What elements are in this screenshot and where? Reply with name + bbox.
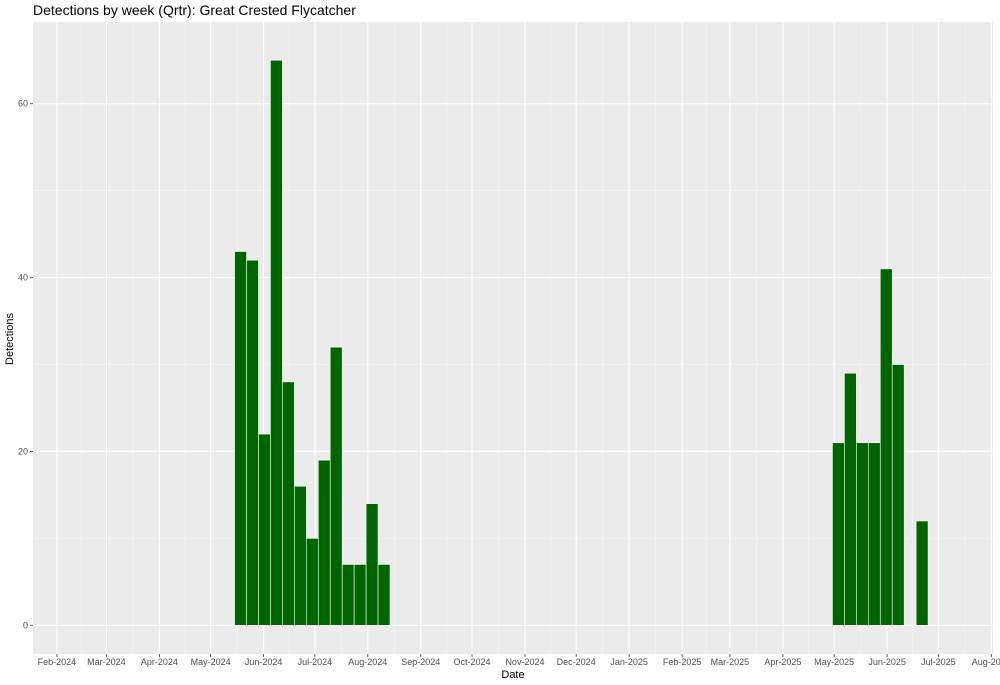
x-tick-label: May-2024 [191, 657, 231, 667]
bar [306, 538, 319, 626]
bar [844, 372, 857, 626]
x-tick-label: Dec-2024 [557, 657, 596, 667]
bar [353, 564, 367, 626]
x-tick-label: Jun-2024 [245, 657, 283, 667]
y-axis-label: Detections [4, 313, 16, 365]
bar [891, 364, 905, 626]
x-tick-label: Jun-2025 [868, 657, 906, 667]
x-tick-label: Aug-2025 [972, 657, 1000, 667]
x-tick-label: Feb-2025 [663, 657, 702, 667]
y-tick-label: 0 [23, 620, 28, 630]
bar [258, 433, 271, 626]
bar [868, 442, 881, 626]
x-tick-label: Feb-2024 [38, 657, 77, 667]
x-tick-label: Jan-2025 [610, 657, 648, 667]
bar [879, 268, 893, 626]
bar [832, 442, 845, 626]
x-tick-label: Aug-2024 [348, 657, 387, 667]
x-tick-label: Jul-2025 [921, 657, 956, 667]
y-axis: 0 20 40 60 [18, 99, 33, 630]
x-tick-label: Jul-2024 [298, 657, 333, 667]
x-tick-label: Apr-2025 [764, 657, 801, 667]
bar [282, 381, 295, 626]
chart-title: Detections by week (Qrtr): Great Crested… [33, 2, 356, 18]
bar [246, 259, 259, 626]
bar [270, 59, 283, 626]
bars [234, 59, 929, 626]
bar [365, 503, 379, 626]
x-tick-label: Mar-2024 [87, 657, 126, 667]
bar [856, 442, 869, 626]
x-tick-label: Sep-2024 [401, 657, 440, 667]
bar [341, 564, 355, 626]
x-tick-label: Nov-2024 [505, 657, 544, 667]
x-tick-label: Apr-2024 [141, 657, 178, 667]
y-tick-label: 60 [18, 99, 28, 109]
y-tick-label: 20 [18, 446, 28, 456]
bar [317, 459, 331, 626]
y-tick-label: 40 [18, 273, 28, 283]
bar [234, 251, 247, 626]
bar [294, 485, 307, 626]
bar [329, 346, 343, 626]
bar [377, 564, 391, 626]
x-axis-label: Date [501, 669, 524, 681]
x-axis: Feb-2024 Mar-2024 Apr-2024 May-2024 Jun-2024… [38, 654, 1000, 667]
x-tick-label: May-2025 [814, 657, 854, 667]
x-tick-label: Oct-2024 [453, 657, 490, 667]
x-tick-label: Mar-2025 [711, 657, 750, 667]
bar [915, 520, 929, 626]
